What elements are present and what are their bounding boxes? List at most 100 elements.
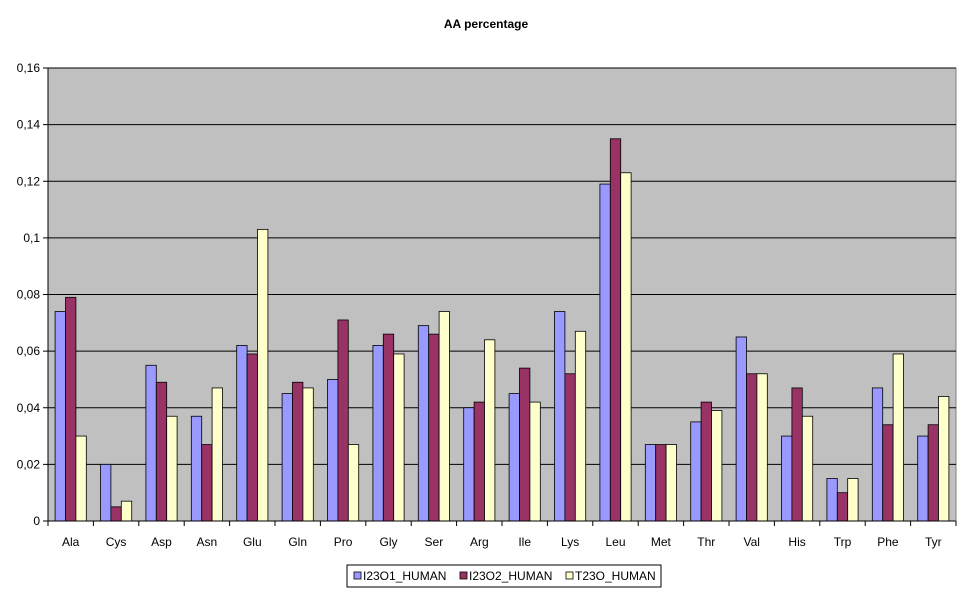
x-tick-label: Glu [243, 535, 262, 549]
bar [665, 444, 677, 522]
legend-swatch [565, 571, 574, 580]
bar [871, 387, 884, 522]
bar [110, 506, 122, 522]
x-tick-label: Ser [425, 535, 444, 549]
bar [690, 421, 702, 522]
bar [574, 330, 587, 522]
bar [554, 311, 566, 522]
bar [190, 415, 203, 522]
x-tick-label: Phe [877, 535, 899, 549]
bar [801, 415, 814, 522]
bar [791, 387, 803, 522]
x-tick-label: Pro [334, 535, 353, 549]
bar [781, 435, 793, 522]
x-tick-label: Met [651, 535, 672, 549]
legend-swatch [459, 571, 468, 580]
legend-swatch [353, 571, 362, 580]
legend-box [346, 564, 662, 588]
bar [236, 345, 248, 522]
bar [746, 373, 758, 522]
bar [417, 325, 430, 522]
axes: 0 0,02 0,04 0,06 0,08 0,1 0,12 0,14 0,16 Ala Cys As… [17, 61, 957, 549]
bar [599, 183, 611, 522]
bar [428, 333, 440, 522]
x-tick-label: Ala [62, 535, 80, 549]
bar [917, 435, 929, 522]
bar [166, 415, 178, 522]
y-tick-label: 0 [33, 514, 40, 528]
bar [393, 353, 405, 522]
x-tick-label: Leu [605, 535, 625, 549]
x-tick-label: Gln [288, 535, 307, 549]
bar [508, 393, 520, 522]
bar [155, 381, 168, 522]
bar [927, 424, 939, 522]
bar [644, 444, 657, 522]
bar [145, 364, 157, 522]
bar [519, 367, 531, 522]
legend-label: I23O2_HUMAN [469, 569, 552, 583]
bar [756, 373, 768, 522]
legend-label: T23O_HUMAN [575, 569, 656, 583]
x-tick-label: Ile [518, 535, 531, 549]
bars [54, 138, 950, 522]
bar [847, 478, 859, 522]
legend: I23O1_HUMAN I23O2_HUMAN T23O_HUMAN [346, 564, 662, 588]
bar [473, 401, 485, 522]
bar [382, 333, 395, 522]
bar [438, 311, 450, 522]
x-tick-label: His [788, 535, 805, 549]
bar [711, 410, 723, 522]
bar [826, 478, 838, 522]
bar [120, 500, 133, 522]
x-tick-label: Trp [834, 535, 852, 549]
bar [281, 393, 293, 522]
x-tick-label: Gly [380, 535, 398, 549]
x-tick-label: Asn [197, 535, 218, 549]
y-tick-label: 0,08 [17, 288, 41, 302]
bar [892, 353, 904, 522]
bar [463, 407, 475, 522]
y-tick-label: 0,12 [17, 174, 41, 188]
bar [529, 401, 541, 522]
bar [882, 424, 894, 522]
x-tick-label: Val [743, 535, 759, 549]
y-tick-label: 0,04 [17, 401, 41, 415]
bar [201, 444, 213, 522]
bar [211, 387, 223, 522]
y-tick-label: 0,1 [23, 231, 40, 245]
bar [609, 138, 622, 522]
bar [65, 296, 77, 522]
bar [347, 444, 360, 522]
bar [564, 373, 576, 522]
bar [655, 444, 667, 522]
x-tick-label: Tyr [925, 535, 942, 549]
bar [372, 345, 384, 522]
y-tick-label: 0,16 [17, 61, 41, 75]
bar [337, 319, 349, 522]
bar [100, 463, 112, 522]
bar [620, 172, 632, 522]
bar [246, 353, 258, 522]
x-tick-label: Thr [697, 535, 715, 549]
bar [735, 336, 747, 522]
bar [836, 492, 849, 522]
bar [54, 311, 66, 522]
bar [257, 228, 269, 522]
bar [938, 396, 950, 522]
x-tick-label: Lys [561, 535, 579, 549]
bar [75, 435, 87, 522]
chart-title: AA percentage [444, 17, 529, 31]
bar [484, 339, 496, 522]
bar [292, 381, 304, 522]
bar [327, 379, 339, 522]
legend-label: I23O1_HUMAN [363, 569, 446, 583]
x-tick-label: Asp [151, 535, 172, 549]
x-tick-label: Arg [470, 535, 489, 549]
bar [302, 387, 314, 522]
y-tick-label: 0,06 [17, 344, 41, 358]
y-tick-label: 0,02 [17, 457, 41, 471]
y-tick-label: 0,14 [17, 118, 41, 132]
x-tick-label: Cys [106, 535, 127, 549]
